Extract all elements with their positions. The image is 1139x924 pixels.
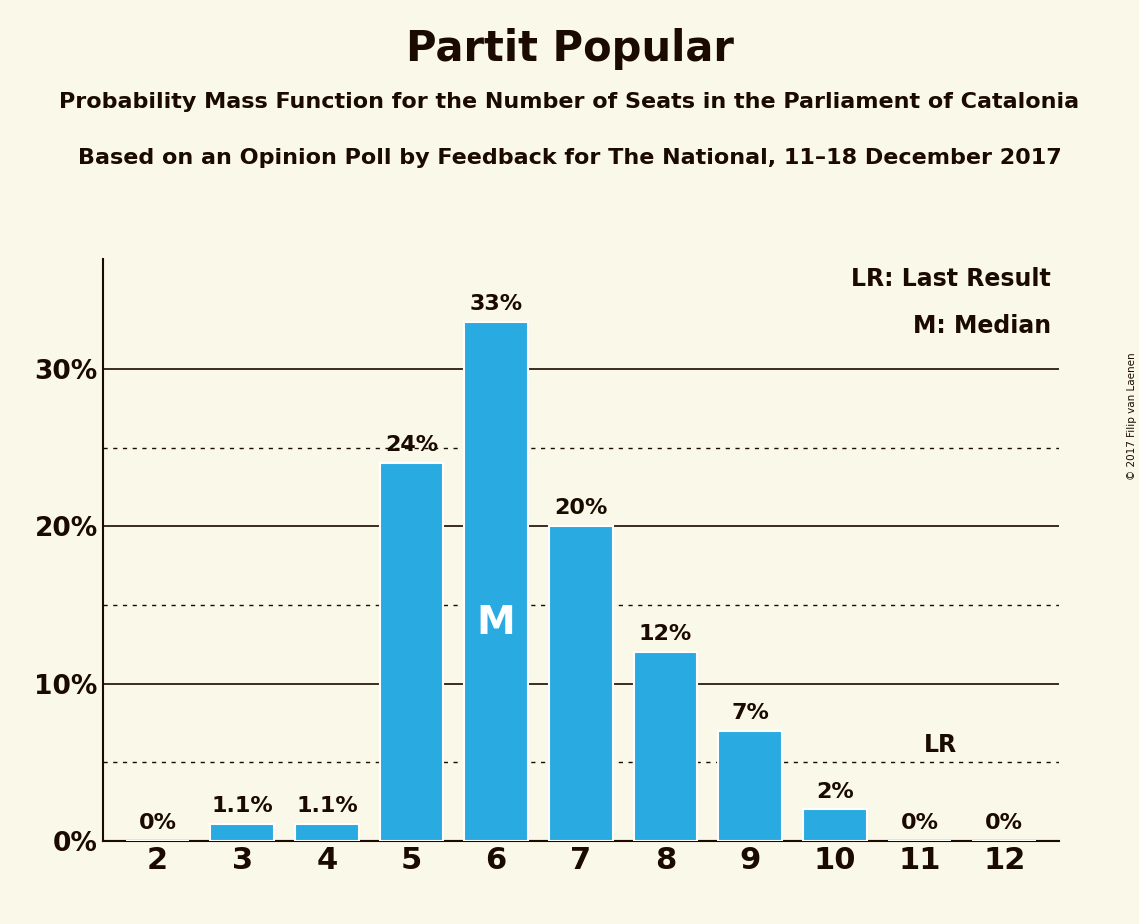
Text: 12%: 12% [639,625,693,644]
Text: Based on an Opinion Poll by Feedback for The National, 11–18 December 2017: Based on an Opinion Poll by Feedback for… [77,148,1062,168]
Text: M: M [477,603,516,642]
Bar [465,322,528,841]
Bar [211,823,274,841]
Bar [803,809,867,841]
Text: LR: LR [924,734,957,758]
Bar [379,463,443,841]
Text: © 2017 Filip van Laenen: © 2017 Filip van Laenen [1126,352,1137,480]
Text: 0%: 0% [985,813,1023,833]
Text: 1.1%: 1.1% [212,796,273,816]
Text: M: Median: M: Median [912,314,1051,338]
Text: 0%: 0% [901,813,939,833]
Text: 2%: 2% [816,782,854,801]
Text: 7%: 7% [731,703,769,723]
Bar [549,526,613,841]
Text: Partit Popular: Partit Popular [405,28,734,69]
Text: Probability Mass Function for the Number of Seats in the Parliament of Catalonia: Probability Mass Function for the Number… [59,92,1080,113]
Bar [295,823,359,841]
Text: 24%: 24% [385,435,439,456]
Bar [633,652,697,841]
Text: 0%: 0% [139,813,177,833]
Text: 33%: 33% [469,294,523,314]
Text: 20%: 20% [555,498,607,518]
Text: 1.1%: 1.1% [296,796,358,816]
Text: LR: Last Result: LR: Last Result [851,267,1051,290]
Bar [719,731,782,841]
